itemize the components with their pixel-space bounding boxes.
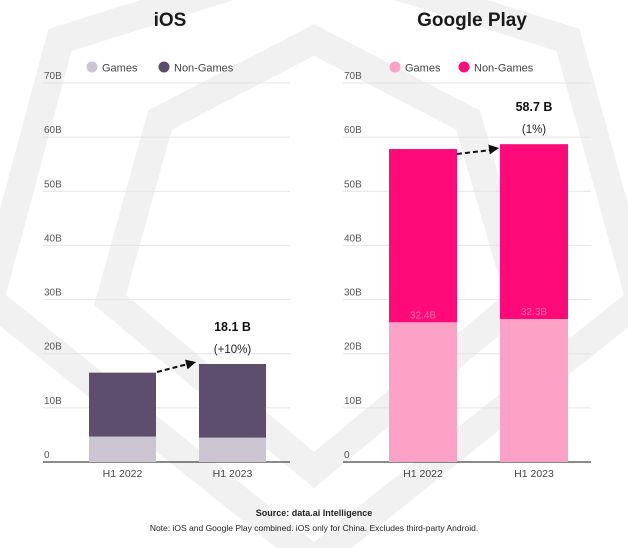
chart2-annotation-value: 58.7 B bbox=[516, 100, 553, 114]
chart2-bar-non-games bbox=[500, 144, 568, 320]
chart2-legend-marker bbox=[389, 61, 401, 73]
chart2-legend-label: Games bbox=[405, 63, 441, 75]
chart2-bar-games bbox=[500, 319, 568, 462]
chart2-y-tick-label: 0 bbox=[344, 450, 350, 461]
chart1-y-tick-label: 60B bbox=[44, 125, 62, 136]
chart1-y-tick-label: 0 bbox=[44, 450, 50, 461]
chart2-legend-label: Non-Games bbox=[474, 63, 534, 75]
chart1-legend-marker bbox=[86, 61, 98, 73]
chart2-y-tick-label: 40B bbox=[344, 233, 362, 244]
chart2-x-tick-label: H1 2023 bbox=[514, 468, 554, 480]
chart2-arrowhead-icon bbox=[488, 144, 499, 155]
chart2-y-tick-label: 30B bbox=[344, 288, 362, 299]
chart2-y-tick-label: 10B bbox=[344, 396, 362, 407]
chart2-y-tick-label: 70B bbox=[344, 71, 362, 82]
chart2-segment-label: 32.3B bbox=[521, 307, 547, 318]
chart2-annotation-change: (1%) bbox=[522, 124, 546, 136]
chart2-y-tick-label: 60B bbox=[344, 125, 362, 136]
chart1-legend-label: Games bbox=[102, 63, 138, 75]
chart2-growth-arrow bbox=[456, 149, 492, 155]
chart1-y-tick-label: 10B bbox=[44, 396, 62, 407]
note-text: Note: iOS and Google Play combined. iOS … bbox=[149, 523, 479, 533]
chart1-x-tick-label: H1 2023 bbox=[213, 468, 253, 480]
chart1-growth-arrow bbox=[156, 363, 189, 373]
chart1-legend-label: Non-Games bbox=[174, 63, 234, 75]
chart1-y-tick-label: 40B bbox=[44, 233, 62, 244]
chart1-bar-non-games bbox=[199, 364, 266, 438]
chart2-x-tick-label: H1 2022 bbox=[403, 468, 443, 480]
chart1-bar-games bbox=[199, 437, 266, 462]
chart1-arrowhead-icon bbox=[185, 359, 196, 370]
chart1-x-tick-label: H1 2022 bbox=[103, 468, 143, 480]
chart1-bar-non-games bbox=[89, 372, 156, 437]
chart1-title: iOS bbox=[154, 10, 187, 31]
chart2-segment-label: 32.4B bbox=[410, 310, 436, 321]
chart1-y-tick-label: 30B bbox=[44, 288, 62, 299]
chart2-bar-games bbox=[389, 322, 457, 462]
chart1-y-tick-label: 50B bbox=[44, 179, 62, 190]
chart2-bar-non-games bbox=[389, 149, 457, 323]
source-text: Source: data.ai Intelligence bbox=[255, 508, 373, 518]
chart2-y-tick-label: 50B bbox=[344, 179, 362, 190]
chart1-legend-marker bbox=[158, 61, 170, 73]
chart1-annotation-change: (+10%) bbox=[214, 344, 252, 356]
chart1-y-tick-label: 20B bbox=[44, 342, 62, 353]
chart1-annotation-value: 18.1 B bbox=[214, 320, 251, 334]
chart2-legend-marker bbox=[458, 61, 470, 73]
chart1-bar-games bbox=[89, 436, 156, 462]
chart2-y-tick-label: 20B bbox=[344, 342, 362, 353]
chart2-title: Google Play bbox=[417, 10, 527, 31]
chart1-y-tick-label: 70B bbox=[44, 71, 62, 82]
